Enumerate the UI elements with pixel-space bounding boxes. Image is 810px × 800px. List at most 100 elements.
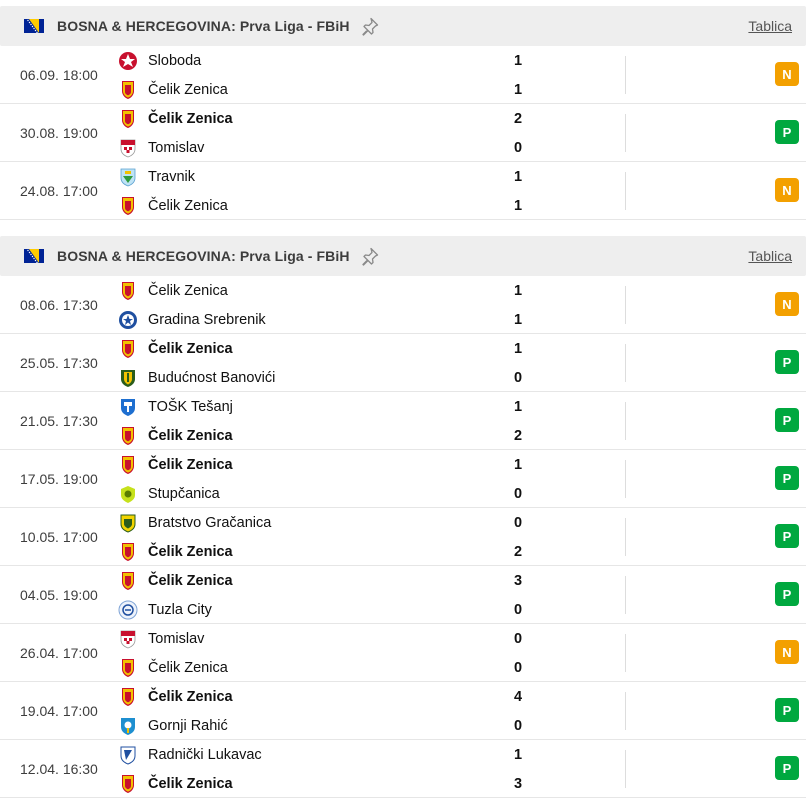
home-team-name: Čelik Zenica <box>148 282 228 299</box>
match-row[interactable]: 10.05. 17:00 Bratstvo Gračanica 0 Čelik Zen… <box>0 508 806 566</box>
celik-logo-icon <box>118 281 138 301</box>
away-team-name: Tuzla City <box>148 601 212 618</box>
match-row[interactable]: 24.08. 17:00 Travnik 1 Čelik Zenica 1 N <box>0 162 806 220</box>
match-row[interactable]: 04.05. 19:00 Čelik Zenica 3 Tuzla City 0 P <box>0 566 806 624</box>
away-score: 2 <box>514 427 523 444</box>
away-team-name: Tomislav <box>148 139 205 156</box>
match-date: 12.04. 16:30 <box>20 761 98 777</box>
celik-logo-icon <box>118 339 138 359</box>
away-team-row: Čelik Zenica 2 <box>118 421 538 450</box>
bosnia-flag-icon <box>24 19 44 34</box>
away-score: 0 <box>514 139 523 156</box>
match-date: 17.05. 19:00 <box>20 471 98 487</box>
gradina-logo-icon <box>118 310 138 330</box>
match-row[interactable]: 26.04. 17:00 Tomislav 0 Čelik Zenica 0 N <box>0 624 806 682</box>
home-team-name: Čelik Zenica <box>148 572 233 589</box>
standings-link[interactable]: Tablica <box>748 248 792 264</box>
home-score: 2 <box>514 110 523 127</box>
match-row[interactable]: 25.05. 17:30 Čelik Zenica 1 Budućnost Banov… <box>0 334 806 392</box>
match-row[interactable]: 19.04. 17:00 Čelik Zenica 4 Gornji Rahić 0 P <box>0 682 806 740</box>
buducnost-logo-icon <box>118 368 138 388</box>
score-divider <box>625 172 626 210</box>
league-section: BOSNA & HERCEGOVINA: Prva Liga - FBiH Tab… <box>0 236 806 798</box>
league-header: BOSNA & HERCEGOVINA: Prva Liga - FBiH Tab… <box>0 6 806 46</box>
away-score: 1 <box>514 197 523 214</box>
pin-icon[interactable] <box>360 246 380 266</box>
home-team-row: Čelik Zenica 1 <box>118 450 538 479</box>
home-team-name: Čelik Zenica <box>148 110 233 127</box>
match-teams: Čelik Zenica 1 Gradina Srebrenik 1 <box>118 276 538 334</box>
gornji-logo-icon <box>118 716 138 736</box>
result-badge: P <box>775 582 799 606</box>
home-score: 1 <box>514 456 523 473</box>
away-team-name: Čelik Zenica <box>148 427 233 444</box>
standings-link[interactable]: Tablica <box>748 18 792 34</box>
home-team-name: Radnički Lukavac <box>148 746 262 763</box>
match-date: 26.04. 17:00 <box>20 645 98 661</box>
match-date: 06.09. 18:00 <box>20 67 98 83</box>
celik-logo-icon <box>118 426 138 446</box>
away-score: 0 <box>514 485 523 502</box>
result-badge: P <box>775 756 799 780</box>
match-row[interactable]: 08.06. 17:30 Čelik Zenica 1 Gradina Srebren… <box>0 276 806 334</box>
home-team-row: Radnički Lukavac 1 <box>118 740 538 769</box>
match-row[interactable]: 21.05. 17:30 TOŠK Tešanj 1 Čelik Zenica 2 P <box>0 392 806 450</box>
match-row[interactable]: 30.08. 19:00 Čelik Zenica 2 Tomislav 0 P <box>0 104 806 162</box>
away-score: 1 <box>514 81 523 98</box>
travnik-logo-icon <box>118 167 138 187</box>
match-date: 10.05. 17:00 <box>20 529 98 545</box>
result-badge: N <box>775 178 799 202</box>
match-row[interactable]: 06.09. 18:00 Sloboda 1 Čelik Zenica 1 N <box>0 46 806 104</box>
home-team-name: Bratstvo Gračanica <box>148 514 272 531</box>
home-team-row: Bratstvo Gračanica 0 <box>118 508 538 537</box>
celik-logo-icon <box>118 571 138 591</box>
league-title[interactable]: BOSNA & HERCEGOVINA: Prva Liga - FBiH <box>57 18 350 34</box>
match-teams: Tomislav 0 Čelik Zenica 0 <box>118 624 538 682</box>
match-row[interactable]: 17.05. 19:00 Čelik Zenica 1 Stupčanica 0 P <box>0 450 806 508</box>
home-score: 1 <box>514 52 523 69</box>
away-team-row: Tuzla City 0 <box>118 595 538 624</box>
result-badge: P <box>775 524 799 548</box>
score-divider <box>625 692 626 730</box>
result-badge: P <box>775 466 799 490</box>
celik-logo-icon <box>118 196 138 216</box>
score-divider <box>625 114 626 152</box>
celik-logo-icon <box>118 658 138 678</box>
away-team-name: Stupčanica <box>148 485 220 502</box>
away-score: 3 <box>514 775 523 792</box>
match-teams: Radnički Lukavac 1 Čelik Zenica 3 <box>118 740 538 798</box>
away-team-row: Čelik Zenica 2 <box>118 537 538 566</box>
result-badge: P <box>775 120 799 144</box>
home-team-name: Čelik Zenica <box>148 456 233 473</box>
pin-icon[interactable] <box>360 16 380 36</box>
home-team-row: Čelik Zenica 1 <box>118 276 538 305</box>
match-date: 30.08. 19:00 <box>20 125 98 141</box>
away-team-name: Čelik Zenica <box>148 543 233 560</box>
celik-logo-icon <box>118 109 138 129</box>
away-team-row: Čelik Zenica 0 <box>118 653 538 682</box>
away-team-name: Budućnost Banovići <box>148 369 276 386</box>
home-team-row: Sloboda 1 <box>118 46 538 75</box>
result-badge: P <box>775 698 799 722</box>
league-title[interactable]: BOSNA & HERCEGOVINA: Prva Liga - FBiH <box>57 248 350 264</box>
tomislav-logo-icon <box>118 629 138 649</box>
celik-logo-icon <box>118 687 138 707</box>
match-teams: Čelik Zenica 4 Gornji Rahić 0 <box>118 682 538 740</box>
away-team-row: Čelik Zenica 1 <box>118 191 538 220</box>
home-score: 1 <box>514 398 523 415</box>
result-badge: N <box>775 62 799 86</box>
home-team-name: Sloboda <box>148 52 202 69</box>
match-row[interactable]: 12.04. 16:30 Radnički Lukavac 1 Čelik Zenic… <box>0 740 806 798</box>
away-team-name: Čelik Zenica <box>148 197 228 214</box>
league-section: BOSNA & HERCEGOVINA: Prva Liga - FBiH Tab… <box>0 6 806 220</box>
away-score: 2 <box>514 543 523 560</box>
match-date: 21.05. 17:30 <box>20 413 98 429</box>
celik-logo-icon <box>118 80 138 100</box>
score-divider <box>625 576 626 614</box>
home-team-row: Čelik Zenica 1 <box>118 334 538 363</box>
bratstvo-logo-icon <box>118 513 138 533</box>
result-badge: N <box>775 292 799 316</box>
match-teams: Čelik Zenica 2 Tomislav 0 <box>118 104 538 162</box>
away-score: 0 <box>514 369 523 386</box>
home-score: 1 <box>514 746 523 763</box>
